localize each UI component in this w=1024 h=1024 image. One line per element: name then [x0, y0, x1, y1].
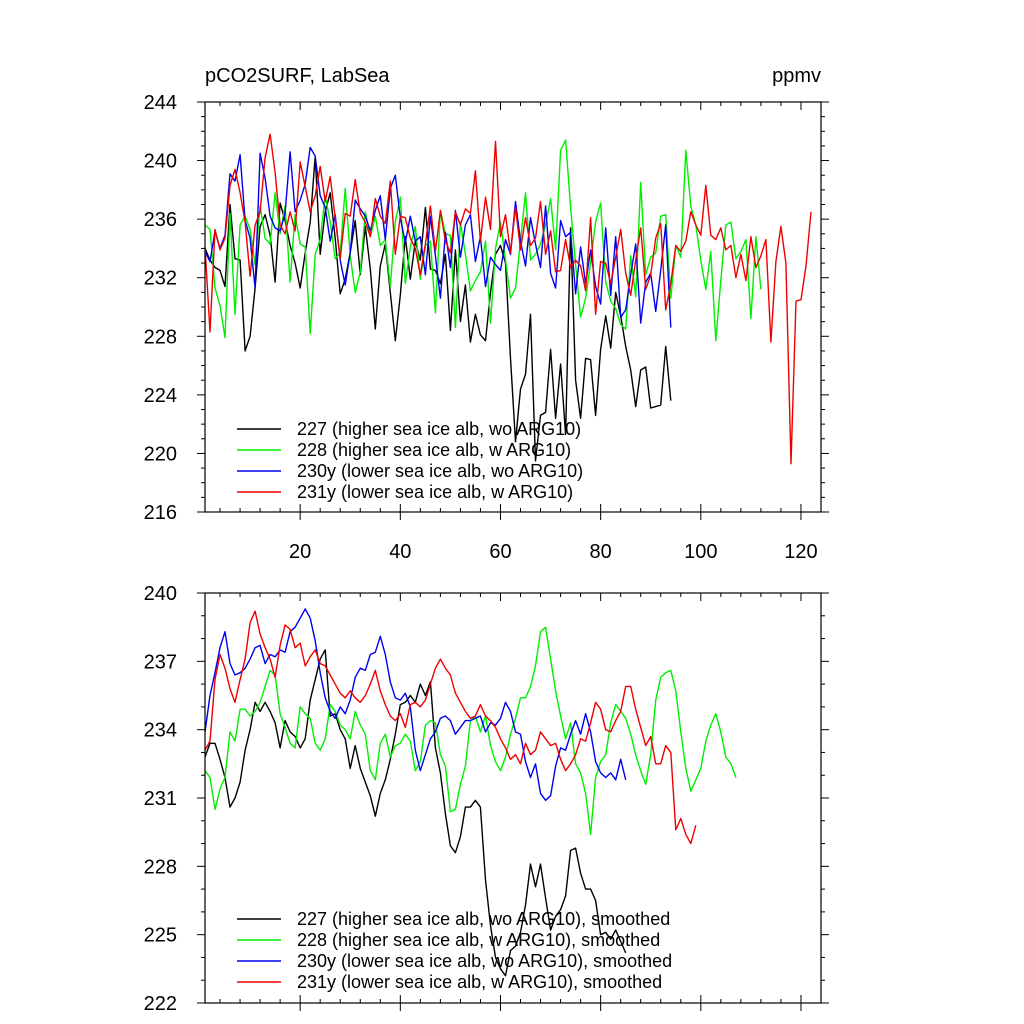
- y-tick-label: 240: [144, 583, 177, 605]
- x-tick-label: 20: [289, 541, 311, 563]
- top-chart-panel: pCO2SURF, LabSea ppmv 216 220 224 228 232 236…: [144, 65, 829, 563]
- y-tick-label: 234: [144, 720, 177, 742]
- y-tick-label: 236: [144, 209, 177, 231]
- bottom-chart-panel: 222 225 228 231 234 237 240 227 (higher sea ic…: [144, 583, 829, 1015]
- chart-title: pCO2SURF, LabSea: [205, 65, 390, 87]
- series-layer: [204, 608, 737, 977]
- legend-label: 227 (higher sea ice alb, wo ARG10): [297, 419, 581, 439]
- chart-units: ppmv: [772, 65, 821, 87]
- series-line: [204, 608, 627, 801]
- legend-label: 231y (lower sea ice alb, w ARG10): [297, 482, 573, 502]
- y-tick-label: 222: [144, 993, 177, 1015]
- legend-label: 228 (higher sea ice alb, w ARG10): [297, 440, 571, 460]
- y-tick-label: 220: [144, 443, 177, 465]
- series-line: [204, 626, 737, 836]
- tick-layer: 222 225 228 231 234 237 240: [144, 583, 829, 1015]
- x-tick-label: 120: [784, 541, 817, 563]
- y-tick-label: 237: [144, 651, 177, 673]
- y-tick-label: 216: [144, 502, 177, 524]
- y-tick-label: 231: [144, 788, 177, 810]
- tick-layer: 216 220 224 228 232 236 240 244 20 40 60 80 100 120: [144, 92, 829, 563]
- y-tick-label: 225: [144, 925, 177, 947]
- x-tick-label: 100: [684, 541, 717, 563]
- x-tick-label: 80: [590, 541, 612, 563]
- y-tick-label: 232: [144, 268, 177, 290]
- y-tick-label: 240: [144, 151, 177, 173]
- legend-label: 227 (higher sea ice alb, wo ARG10), smoo…: [297, 909, 670, 929]
- x-tick-label: 40: [389, 541, 411, 563]
- legend-label: 231y (lower sea ice alb, w ARG10), smoot…: [297, 972, 662, 992]
- series-line: [204, 610, 697, 845]
- y-tick-label: 224: [144, 385, 177, 407]
- y-tick-label: 244: [144, 92, 177, 114]
- plot-frame: [204, 101, 822, 513]
- legend-label: 228 (higher sea ice alb, w ARG10), smoot…: [297, 930, 660, 950]
- y-tick-label: 228: [144, 326, 177, 348]
- legend-label: 230y (lower sea ice alb, wo ARG10): [297, 461, 583, 481]
- legend: 227 (higher sea ice alb, wo ARG10), smoo…: [237, 909, 672, 992]
- y-tick-label: 228: [144, 856, 177, 878]
- x-tick-label: 60: [489, 541, 511, 563]
- plot-frame: [204, 592, 822, 1004]
- series-line: [204, 133, 812, 465]
- series-layer: [204, 133, 812, 465]
- legend: 227 (higher sea ice alb, wo ARG10)228 (h…: [237, 419, 583, 502]
- legend-label: 230y (lower sea ice alb, wo ARG10), smoo…: [297, 951, 672, 971]
